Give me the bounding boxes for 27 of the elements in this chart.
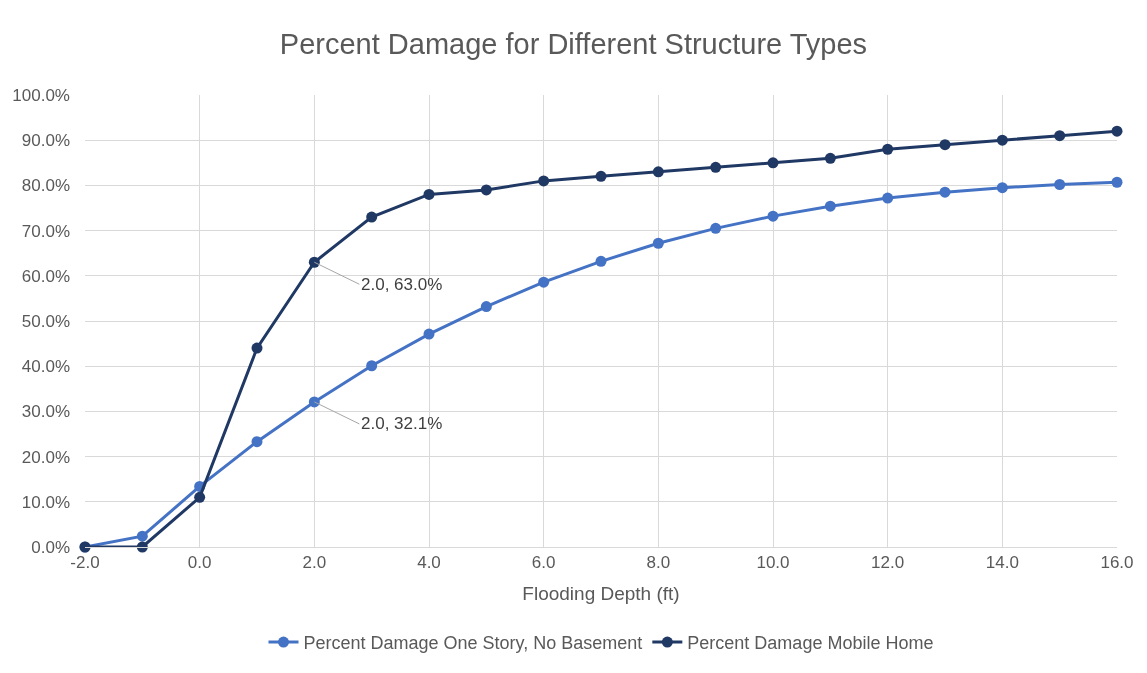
x-tick-label: 16.0 bbox=[1100, 553, 1134, 573]
chart-title: Percent Damage for Different Structure Types bbox=[279, 27, 868, 60]
x-tick-label: 12.0 bbox=[871, 553, 905, 573]
x-tick-label: 6.0 bbox=[531, 553, 556, 573]
y-tick-label: 50.0% bbox=[21, 311, 70, 331]
x-tick-label: -2.0 bbox=[70, 553, 100, 573]
y-tick-label: 10.0% bbox=[21, 492, 70, 512]
y-tick-label: 20.0% bbox=[21, 447, 70, 467]
annotation: 2.0, 63.0% bbox=[361, 275, 443, 294]
x-tick-label: 2.0 bbox=[302, 553, 327, 573]
x-tick-label: 0.0 bbox=[187, 553, 212, 573]
y-tick-label: 80.0% bbox=[21, 176, 70, 196]
y-tick-label: 70.0% bbox=[21, 221, 70, 241]
legend-label: Percent Damage Mobile Home bbox=[687, 633, 934, 654]
y-tick-label: 60.0% bbox=[21, 266, 70, 286]
annotation: 2.0, 32.1% bbox=[361, 414, 443, 433]
y-tick-label: 0.0% bbox=[31, 537, 70, 557]
y-tick-label: 40.0% bbox=[21, 357, 70, 377]
x-tick-label: 10.0 bbox=[756, 553, 790, 573]
y-tick-label: 100.0% bbox=[12, 85, 70, 105]
x-tick-label: 8.0 bbox=[646, 553, 671, 573]
y-tick-label: 90.0% bbox=[21, 131, 70, 151]
y-tick-label: 30.0% bbox=[21, 402, 70, 422]
x-tick-label: 14.0 bbox=[985, 553, 1019, 573]
x-axis-title: Flooding Depth (ft) bbox=[522, 583, 680, 605]
legend-label: Percent Damage One Story, No Basement bbox=[303, 633, 643, 654]
x-tick-label: 4.0 bbox=[417, 553, 441, 573]
